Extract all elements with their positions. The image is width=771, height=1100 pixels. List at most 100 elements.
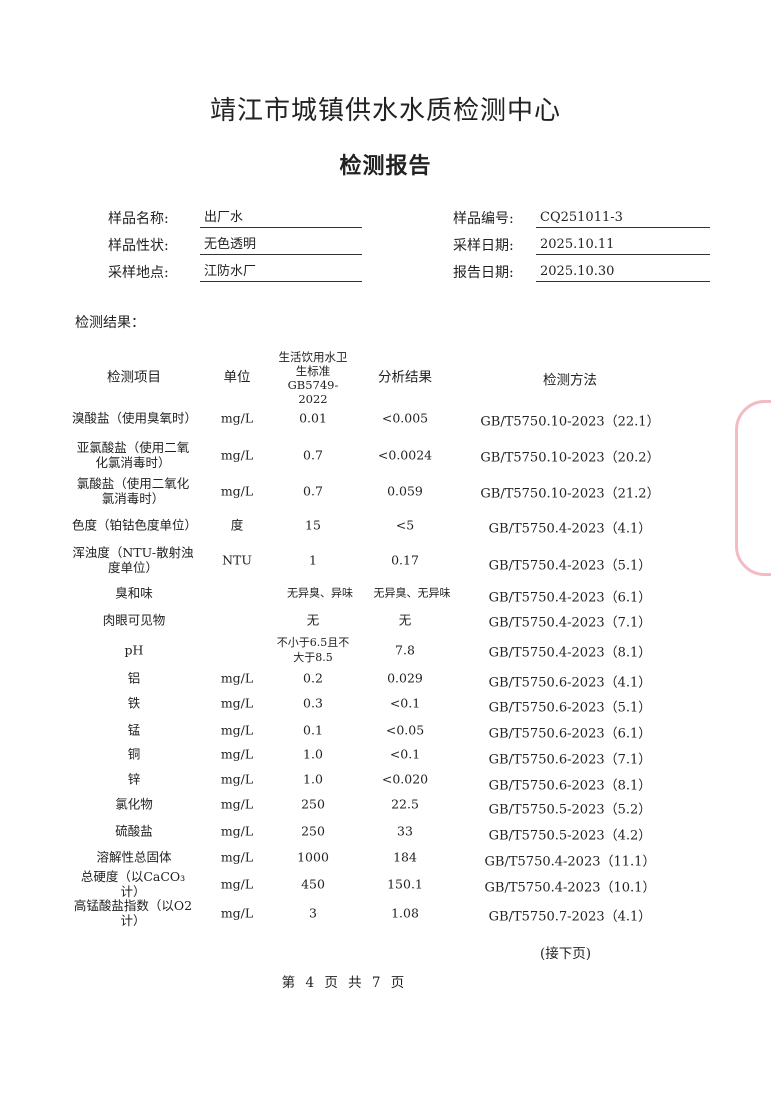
field-value: 无色透明 — [200, 236, 362, 255]
cell-result: 33 — [397, 823, 413, 839]
header-item: 检测项目 — [107, 369, 161, 386]
cell-result: 0.17 — [391, 552, 419, 568]
cell-result: 0.029 — [387, 670, 423, 686]
cell-method: GB/T5750.5-2023（5.2） — [488, 802, 652, 818]
cell-unit: 度 — [230, 517, 244, 533]
cell-result: 无 — [398, 612, 412, 628]
cell-item: 氯酸盐（使用二氧化氯消毒时） — [76, 476, 190, 506]
field-label: 样品名称: — [108, 211, 169, 227]
field-value: CQ251011-3 — [536, 209, 710, 228]
cell-method: GB/T5750.10-2023（21.2） — [480, 486, 660, 502]
cell-method: GB/T5750.6-2023（8.1） — [488, 778, 652, 794]
cell-unit: mg/L — [220, 905, 254, 921]
cell-item: 溶解性总固体 — [96, 849, 172, 865]
cell-standard: 0.7 — [303, 483, 323, 499]
header-result: 分析结果 — [378, 369, 432, 386]
cell-standard: 1000 — [297, 849, 329, 865]
cell-item: 铜 — [127, 746, 141, 762]
cell-unit: mg/L — [220, 876, 254, 892]
cell-method: GB/T5750.6-2023（6.1） — [488, 726, 652, 742]
cell-result: <0.0024 — [377, 447, 433, 463]
cell-item: 总硬度（以CaCO₃计） — [80, 869, 186, 899]
cell-method: GB/T5750.10-2023（20.2） — [480, 450, 660, 466]
cell-item: 肉眼可见物 — [102, 612, 166, 628]
cell-standard: 0.7 — [303, 447, 323, 463]
cell-method: GB/T5750.4-2023（10.1） — [484, 880, 656, 896]
org-title: 靖江市城镇供水水质检测中心 — [209, 96, 561, 126]
cell-unit: mg/L — [220, 796, 254, 812]
page-footer: 第 4 页 共 7 页 — [281, 975, 405, 991]
cell-method: GB/T5750.6-2023（7.1） — [488, 752, 652, 768]
cell-result: 184 — [393, 849, 417, 865]
cell-standard: 1.0 — [303, 771, 323, 787]
cell-item: 铝 — [127, 670, 141, 686]
field-label: 采样地点: — [108, 265, 169, 281]
cell-method: GB/T5750.4-2023（11.1） — [484, 854, 656, 870]
cell-standard: 3 — [309, 905, 317, 921]
cell-result: <0.020 — [381, 771, 429, 787]
header-method: 检测方法 — [543, 372, 597, 389]
cell-method: GB/T5750.6-2023（5.1） — [488, 700, 652, 716]
cell-standard: 0.3 — [303, 695, 323, 711]
cell-method: GB/T5750.6-2023（4.1） — [488, 675, 652, 691]
cell-method: GB/T5750.4-2023（8.1） — [488, 645, 652, 661]
cell-standard: 0.2 — [303, 670, 323, 686]
cell-result: 0.059 — [387, 483, 423, 499]
cell-unit: mg/L — [220, 410, 254, 426]
cell-item: 色度（铂钴色度单位） — [72, 517, 198, 533]
cell-result: 7.8 — [395, 642, 415, 658]
field-value: 江防水厂 — [200, 263, 362, 282]
cell-item: 高锰酸盐指数（以O2计） — [73, 898, 193, 928]
cell-item: 锰 — [127, 722, 141, 738]
cell-standard: 15 — [305, 517, 321, 533]
cell-unit: mg/L — [220, 695, 254, 711]
cell-unit: mg/L — [220, 483, 254, 499]
cell-method: GB/T5750.4-2023（6.1） — [488, 590, 652, 606]
cell-item: 氯化物 — [115, 796, 153, 812]
cell-unit: mg/L — [220, 771, 254, 787]
cell-standard: 250 — [301, 796, 325, 812]
field-value: 2025.10.11 — [536, 236, 710, 255]
cell-method: GB/T5750.4-2023（7.1） — [488, 615, 652, 631]
cell-method: GB/T5750.5-2023（4.2） — [488, 828, 652, 844]
cell-method: GB/T5750.7-2023（4.1） — [488, 909, 652, 925]
cell-item: 锌 — [127, 771, 141, 787]
field-value: 2025.10.30 — [536, 263, 710, 282]
cell-result: <0.05 — [385, 722, 425, 738]
continued-label: (接下页) — [540, 946, 592, 962]
cell-unit: mg/L — [220, 849, 254, 865]
field-label: 采样日期: — [453, 238, 514, 254]
cell-standard: 1 — [309, 552, 317, 568]
header-standard: 生活饮用水卫生标准GB5749-2022 — [278, 350, 348, 406]
field-label: 样品编号: — [453, 211, 514, 227]
cell-method: GB/T5750.4-2023（5.1） — [488, 558, 652, 574]
report-title: 检测报告 — [339, 153, 432, 179]
cell-standard: 450 — [301, 876, 325, 892]
cell-unit: mg/L — [220, 823, 254, 839]
header-unit: 单位 — [223, 369, 251, 386]
cell-result: 1.08 — [391, 905, 419, 921]
cell-item: 亚氯酸盐（使用二氧化氯消毒时） — [76, 440, 190, 470]
cell-item: 硫酸盐 — [115, 823, 153, 839]
cell-standard: 250 — [301, 823, 325, 839]
cell-result: 无异臭、无异味 — [373, 586, 451, 600]
cell-standard: 无 — [306, 612, 320, 628]
seal-stamp — [735, 400, 771, 576]
cell-result: 22.5 — [391, 796, 419, 812]
cell-result: <5 — [395, 517, 415, 533]
section-label: 检测结果： — [75, 315, 145, 331]
field-value: 出厂水 — [200, 209, 362, 228]
cell-standard: 无异臭、异味 — [287, 586, 353, 600]
cell-unit: mg/L — [220, 670, 254, 686]
cell-unit: NTU — [222, 552, 252, 568]
cell-item: 浑浊度（NTU-散射浊度单位） — [72, 545, 194, 575]
cell-item: pH — [124, 642, 144, 658]
cell-item: 臭和味 — [115, 585, 153, 601]
cell-item: 铁 — [127, 695, 141, 711]
cell-result: <0.1 — [389, 746, 421, 762]
field-label: 样品性状: — [108, 238, 169, 254]
cell-standard: 1.0 — [303, 746, 323, 762]
cell-item: 溴酸盐（使用臭氧时） — [72, 410, 198, 426]
cell-result: <0.005 — [381, 410, 429, 426]
cell-unit: mg/L — [220, 447, 254, 463]
